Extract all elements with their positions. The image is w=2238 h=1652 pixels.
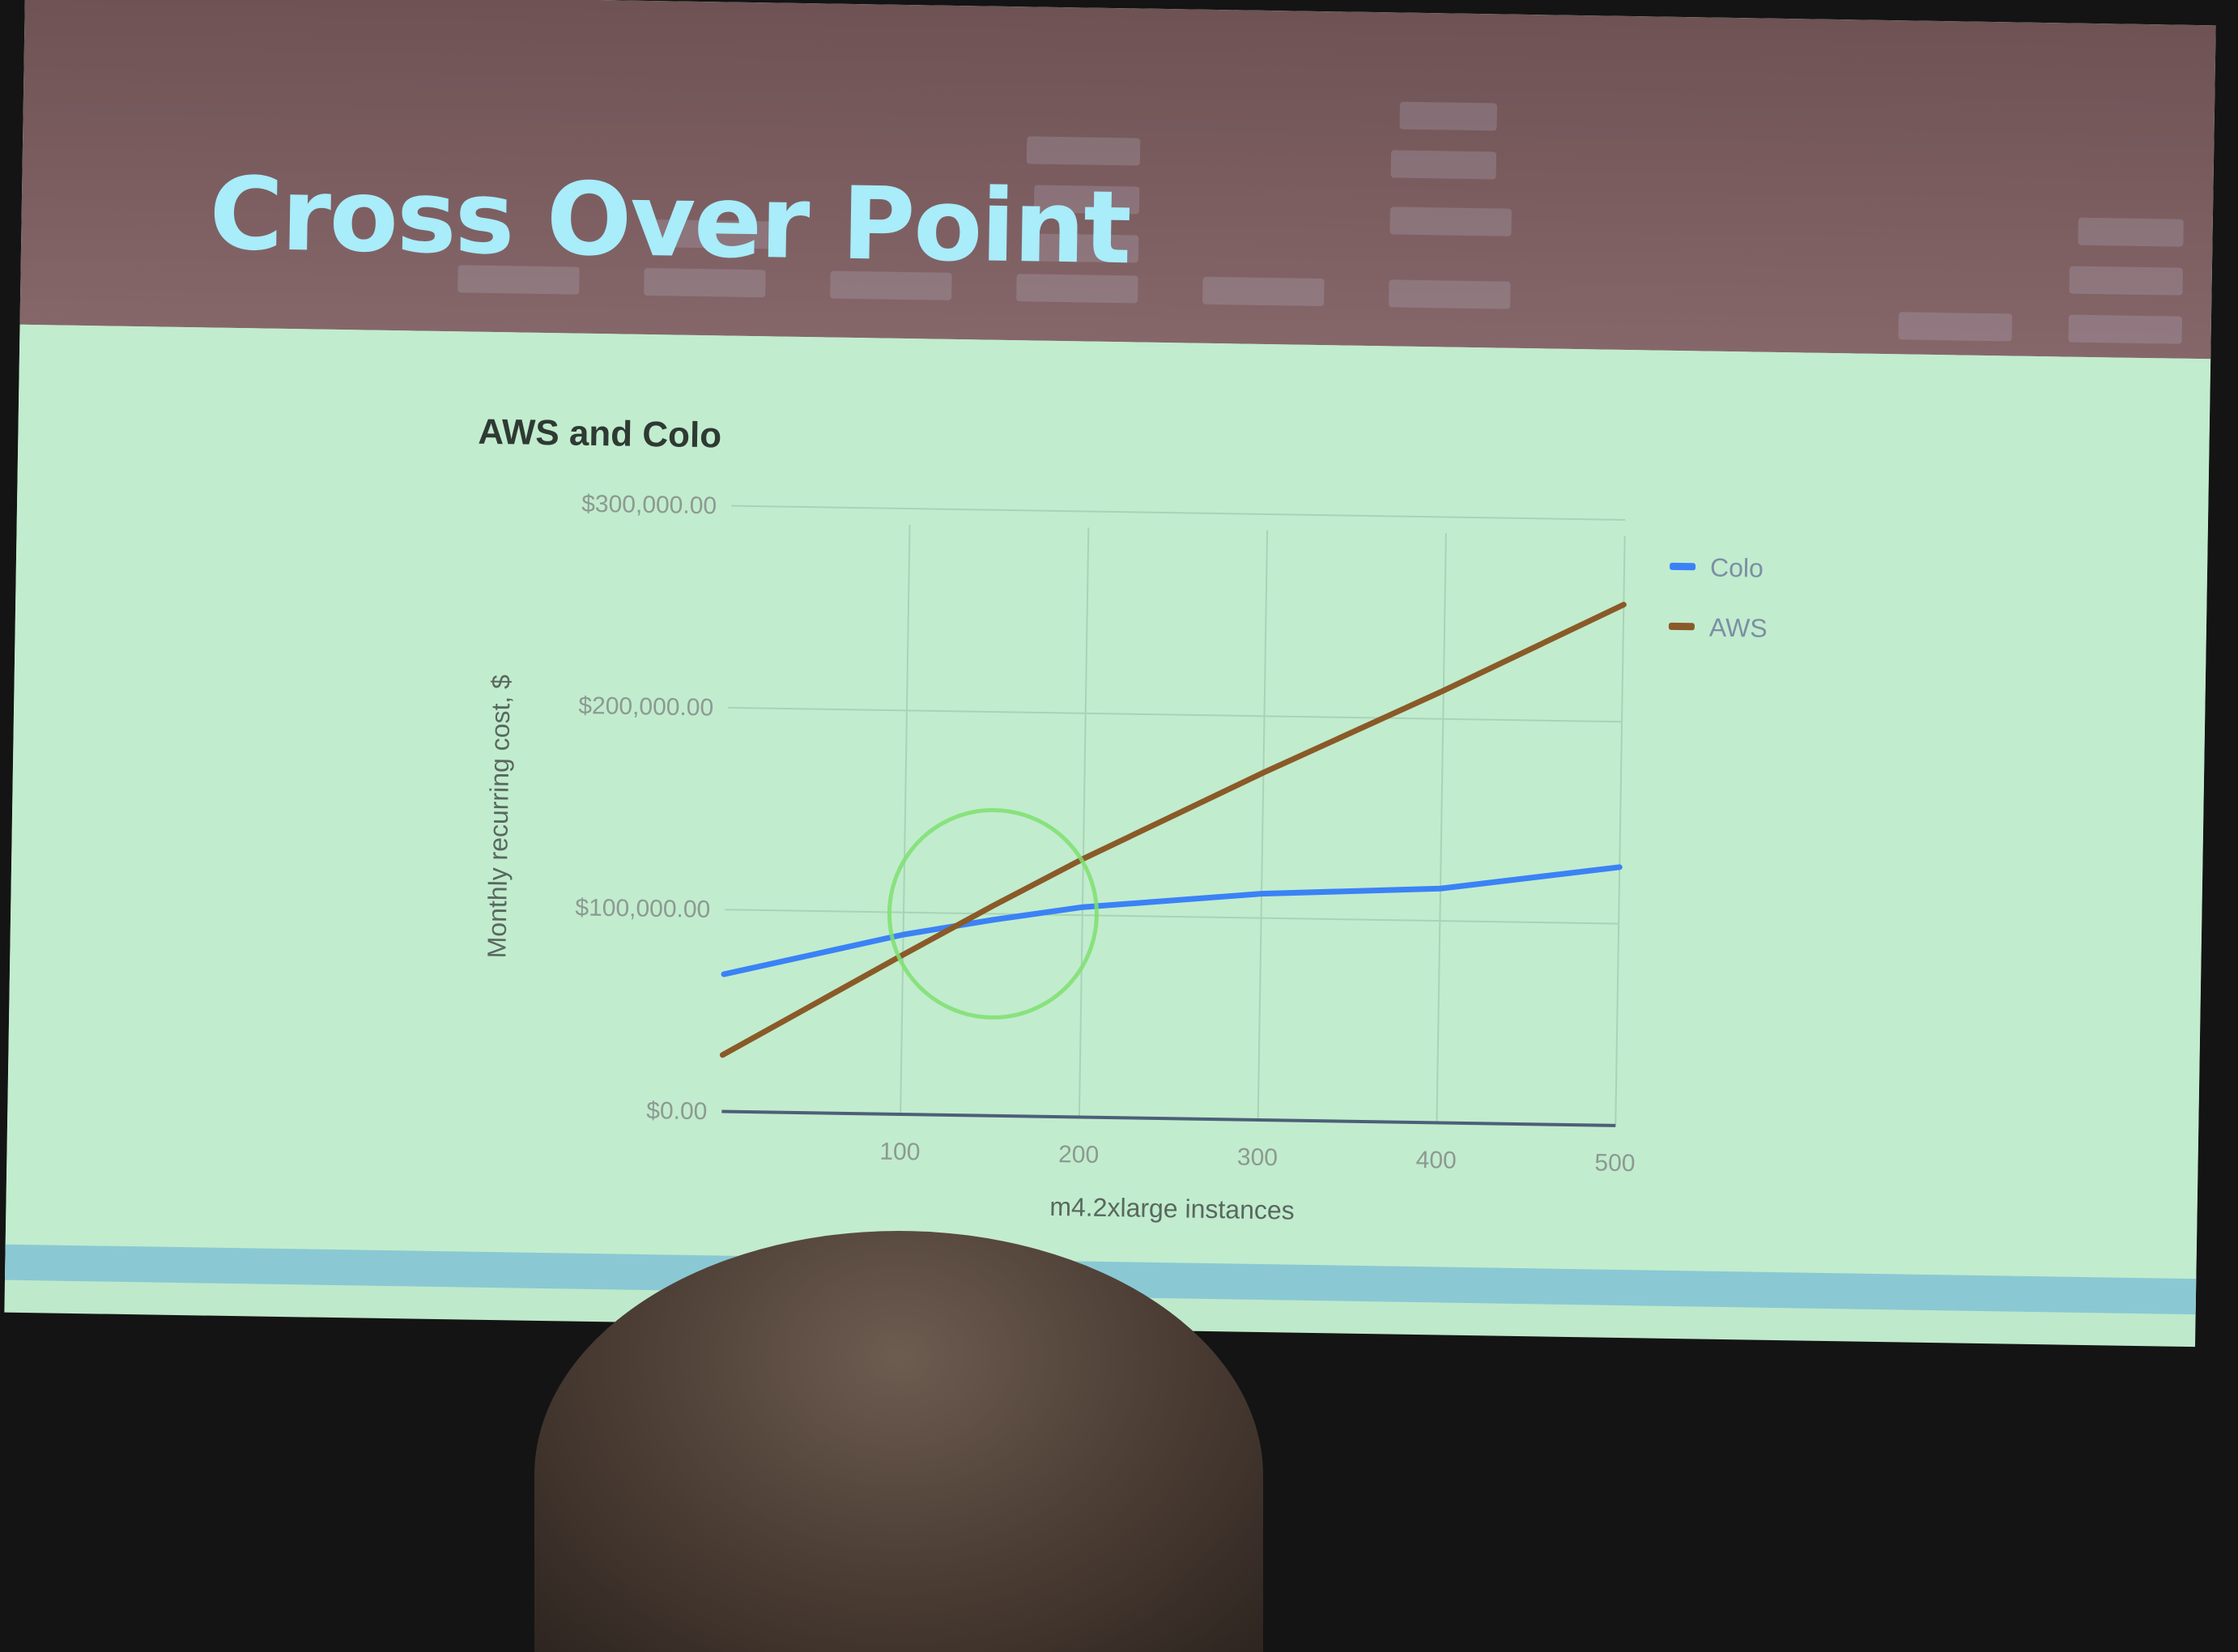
- x-tick-label: 500: [1594, 1149, 1636, 1177]
- legend-label-colo: Colo: [1710, 553, 1764, 583]
- header-decoration-block: [2068, 314, 2182, 344]
- x-tick-label: 100: [879, 1139, 921, 1166]
- chart-axes: $0.00 $100,000.00 $200,000.00 $300,000.00 10…: [575, 491, 1636, 1177]
- y-tick-label: $200,000.00: [578, 692, 713, 722]
- header-decoration-block: [1390, 150, 1497, 180]
- y-tick-label: $0.00: [646, 1097, 708, 1125]
- x-tick-label: 300: [1237, 1144, 1279, 1172]
- chart-annotations: [887, 807, 1099, 1020]
- header-decoration-block: [1202, 276, 1325, 307]
- y-gridline: [725, 909, 1619, 925]
- header-decoration-block: [1389, 279, 1511, 309]
- header-decoration-block: [1389, 206, 1512, 236]
- y-tick-label: $100,000.00: [575, 894, 710, 923]
- x-tick-label: 400: [1415, 1147, 1457, 1174]
- header-decoration-block: [1399, 101, 1498, 131]
- crossover-highlight-circle: [887, 807, 1099, 1020]
- legend-label-aws: AWS: [1709, 613, 1768, 643]
- x-axis-line: [721, 1109, 1616, 1127]
- x-gridline: [900, 525, 911, 1115]
- x-gridline: [1078, 527, 1090, 1118]
- y-tick-label: $300,000.00: [581, 491, 717, 520]
- line-chart: AWS and Colo $0.00 $100,000.00 $200,000.00…: [478, 412, 1768, 1225]
- legend-swatch-colo: [1670, 562, 1696, 571]
- series-line-aws: [719, 602, 1627, 1058]
- slide-header: Cross Over Point: [19, 0, 2216, 360]
- x-tick-label: 200: [1058, 1141, 1100, 1169]
- presentation-slide: Cross Over Point AWS and Colo $0.00 $100,…: [4, 0, 2216, 1348]
- header-decoration-block: [1026, 136, 1141, 166]
- x-gridline: [1257, 530, 1269, 1120]
- y-axis-label: Monthly recurring cost, $: [482, 675, 516, 959]
- header-decoration-block: [1898, 312, 2013, 342]
- series-line-colo: [721, 864, 1623, 977]
- header-decoration-block: [2069, 266, 2183, 296]
- x-axis-label: m4.2xlarge instances: [1049, 1192, 1295, 1225]
- x-gridline: [1615, 535, 1626, 1126]
- y-gridline: [731, 505, 1625, 521]
- header-background-pattern: [25, 0, 2216, 344]
- slide-content: AWS and Colo $0.00 $100,000.00 $200,000.00…: [4, 324, 2211, 1315]
- y-gridline: [728, 706, 1623, 723]
- chart-title: AWS and Colo: [478, 412, 721, 456]
- header-decoration-block: [2078, 217, 2184, 247]
- legend-swatch-aws: [1668, 622, 1695, 631]
- chart-gridlines: [725, 505, 1626, 1126]
- x-gridline: [1436, 533, 1447, 1123]
- chart-series: [719, 602, 1627, 1058]
- slide-title: Cross Over Point: [208, 155, 1131, 287]
- chart-legend: Colo AWS: [1668, 553, 1768, 643]
